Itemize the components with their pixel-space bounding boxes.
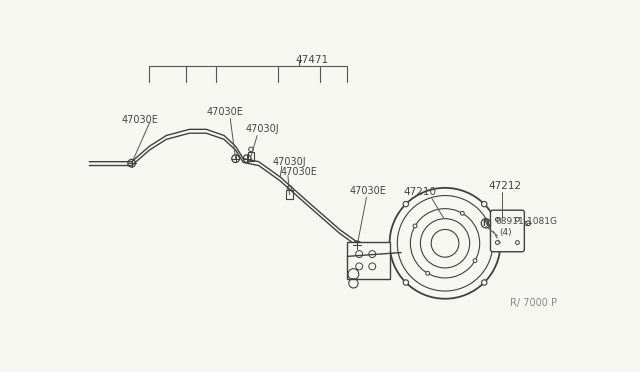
Text: 47030E: 47030E	[206, 108, 243, 118]
Circle shape	[426, 272, 429, 275]
Circle shape	[515, 218, 519, 221]
Circle shape	[403, 280, 408, 285]
Text: 47030E: 47030E	[349, 186, 387, 196]
Circle shape	[515, 241, 519, 244]
Circle shape	[526, 221, 531, 225]
Bar	[287, 190, 292, 199]
Circle shape	[481, 280, 487, 285]
Circle shape	[403, 201, 408, 207]
Text: 47212: 47212	[488, 180, 522, 190]
Circle shape	[495, 241, 499, 244]
Text: (4): (4)	[500, 228, 513, 237]
Circle shape	[390, 188, 500, 299]
Text: N: N	[483, 219, 489, 228]
Circle shape	[495, 218, 499, 221]
Circle shape	[413, 224, 417, 228]
Text: R/ 7000 P: R/ 7000 P	[511, 298, 557, 308]
Circle shape	[473, 259, 477, 263]
Text: 47030J: 47030J	[246, 124, 279, 134]
Text: 47471: 47471	[296, 55, 329, 65]
Circle shape	[460, 211, 464, 215]
Text: 47030E: 47030E	[280, 167, 317, 177]
Bar	[348, 242, 390, 279]
Text: 47210: 47210	[403, 187, 436, 198]
Text: 47030J: 47030J	[273, 157, 306, 167]
Circle shape	[481, 201, 487, 207]
Bar	[248, 152, 254, 161]
FancyBboxPatch shape	[490, 210, 524, 252]
Text: 08911-1081G: 08911-1081G	[495, 217, 557, 226]
Text: 47030E: 47030E	[122, 115, 159, 125]
